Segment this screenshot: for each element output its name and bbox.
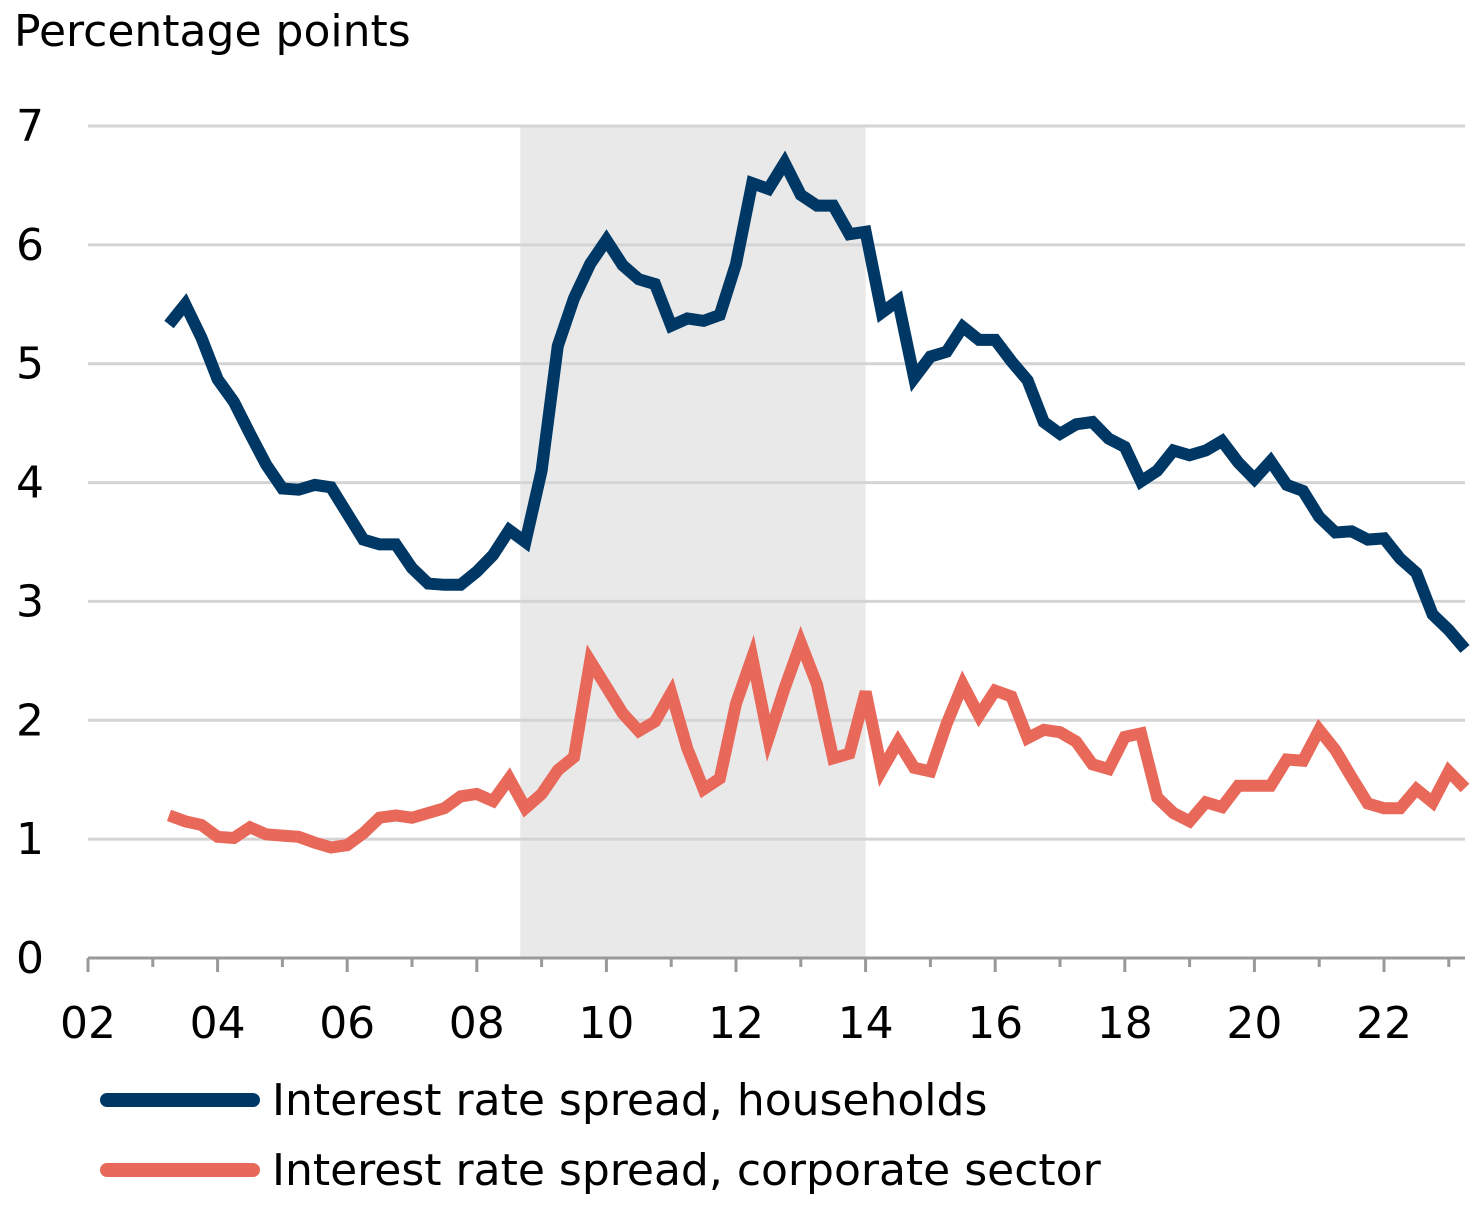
x-tick-label: 12 (708, 998, 764, 1049)
y-tick-label: 0 (16, 933, 44, 984)
series-line-households (164, 150, 1470, 653)
x-tick-label: 02 (60, 998, 116, 1049)
legend-label-corporate: Interest rate spread, corporate sector (272, 1144, 1101, 1196)
legend: Interest rate spread, households Interes… (100, 1065, 1101, 1205)
x-tick-label: 14 (838, 998, 894, 1049)
legend-item-households: Interest rate spread, households (100, 1065, 1101, 1135)
y-tick-label: 1 (16, 814, 44, 865)
y-axis-tick-labels: 0 1 2 3 4 5 6 7 (16, 101, 44, 984)
shaded-region (520, 126, 866, 958)
y-tick-label: 6 (16, 220, 44, 271)
x-tick-label: 04 (190, 998, 246, 1049)
legend-item-corporate: Interest rate spread, corporate sector (100, 1135, 1101, 1205)
y-tick-label: 4 (16, 458, 44, 509)
y-tick-label: 2 (16, 695, 44, 746)
x-tick-label: 10 (578, 998, 634, 1049)
y-tick-label: 5 (16, 339, 44, 390)
series-line-corporate (166, 625, 1470, 854)
x-tick-label: 22 (1356, 998, 1412, 1049)
x-tick-label: 18 (1097, 998, 1153, 1049)
shaded-period (520, 126, 866, 958)
x-axis-tick-labels: 02 04 06 08 10 12 14 16 18 20 22 (60, 998, 1412, 1049)
x-tick-label: 06 (319, 998, 375, 1049)
x-tick-label: 08 (449, 998, 505, 1049)
x-axis (86, 956, 1465, 972)
legend-label-households: Interest rate spread, households (272, 1074, 988, 1126)
legend-swatch-households (100, 1093, 260, 1107)
series-lines (164, 150, 1470, 854)
y-tick-label: 7 (16, 101, 44, 152)
legend-swatch-corporate (100, 1163, 260, 1177)
y-axis-title: Percentage points (14, 6, 411, 57)
x-tick-label: 16 (967, 998, 1023, 1049)
y-tick-label: 3 (16, 576, 44, 627)
x-tick-label: 20 (1226, 998, 1282, 1049)
